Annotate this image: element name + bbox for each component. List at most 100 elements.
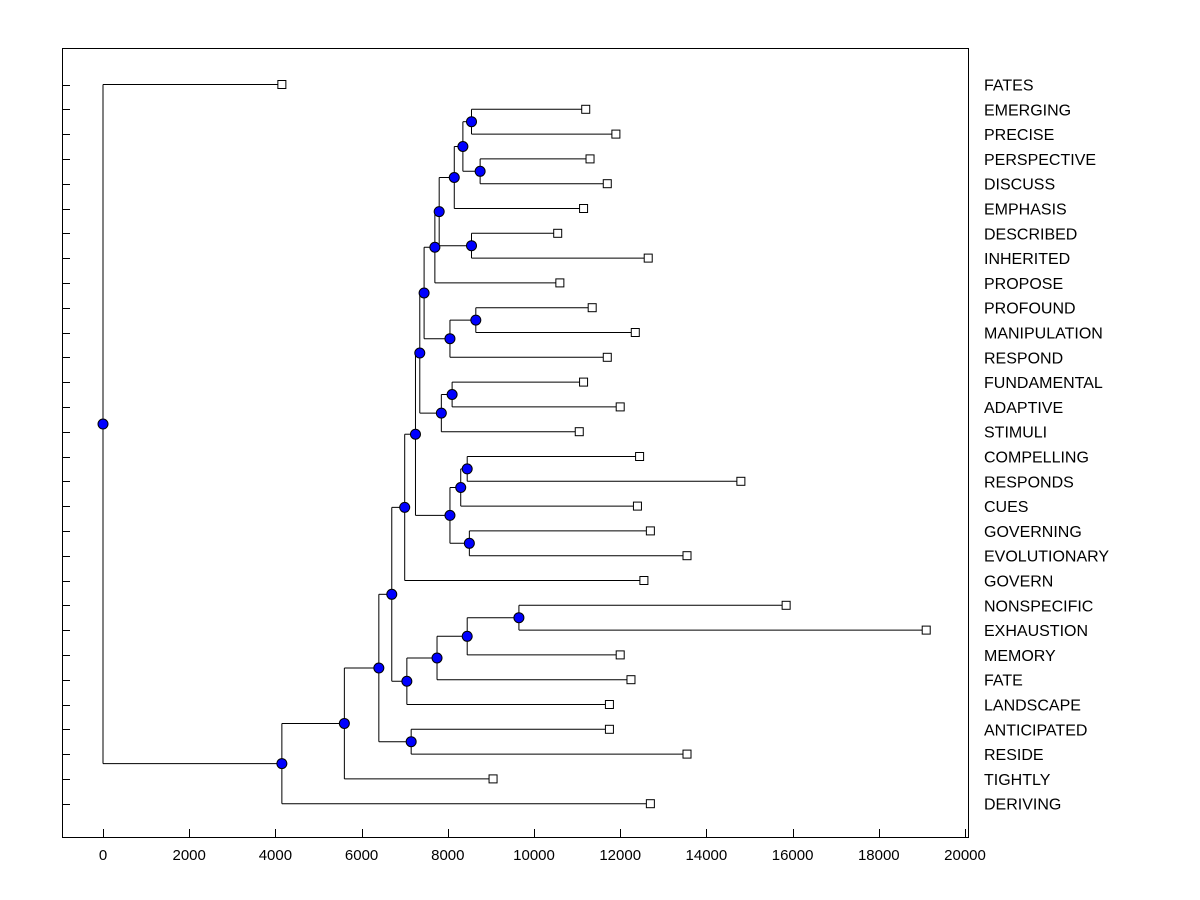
leaf-marker-memory bbox=[615, 650, 625, 660]
leaf-label-inherited: INHERITED bbox=[984, 251, 1070, 268]
merge-node-m6 bbox=[466, 240, 478, 252]
leaf-label-compelling: COMPELLING bbox=[984, 450, 1089, 467]
merge-node-m26 bbox=[373, 662, 385, 674]
x-tick-label: 14000 bbox=[686, 847, 728, 864]
leaf-label-exhaustion: EXHAUSTION bbox=[984, 623, 1088, 640]
merge-node-m12 bbox=[435, 407, 447, 419]
merge-node-markers bbox=[97, 116, 525, 770]
leaf-label-nonspecific: NONSPECIFIC bbox=[984, 598, 1093, 615]
merge-node-m17 bbox=[444, 509, 456, 521]
leaf-labels: FATES EMERGING PRECISE PERSPECTIVE DISCUSS EM… bbox=[984, 78, 1109, 814]
merge-node-m11 bbox=[446, 389, 458, 400]
leaf-label-evolutionary: EVOLUTIONARY bbox=[984, 549, 1109, 566]
leaf-marker-govern bbox=[639, 576, 649, 585]
leaf-marker-inherited bbox=[643, 253, 653, 263]
leaf-label-profound: PROFOUND bbox=[984, 301, 1076, 318]
merge-node-m7 bbox=[429, 241, 441, 253]
merge-node-m23 bbox=[401, 675, 413, 687]
leaf-label-landscape: LANDSCAPE bbox=[984, 698, 1081, 715]
leaf-label-cues: CUES bbox=[984, 499, 1028, 516]
merge-node-m13 bbox=[414, 347, 426, 359]
leaf-label-fundamental: FUNDAMENTAL bbox=[984, 375, 1103, 392]
merge-node-root bbox=[97, 418, 109, 430]
merge-node-m20 bbox=[513, 612, 525, 624]
merge-node-m10 bbox=[418, 287, 430, 299]
dendrogram-links bbox=[102, 84, 927, 805]
merge-node-m22 bbox=[431, 652, 443, 664]
merge-node-m8 bbox=[470, 314, 482, 326]
leaf-marker-cues bbox=[632, 501, 642, 511]
x-tick-label: 8000 bbox=[431, 847, 464, 864]
merge-node-m14 bbox=[461, 463, 473, 475]
leaf-marker-reside bbox=[682, 749, 692, 759]
leaf-label-precise: PRECISE bbox=[984, 127, 1054, 144]
merge-node-m3 bbox=[457, 141, 469, 152]
x-tick-label: 0 bbox=[99, 847, 107, 864]
leaf-label-responds: RESPONDS bbox=[984, 474, 1074, 491]
leaf-marker-stimuli bbox=[574, 427, 584, 437]
leaf-label-deriving: DERIVING bbox=[984, 797, 1061, 814]
leaf-marker-governing bbox=[645, 526, 655, 536]
merge-node-m16 bbox=[463, 537, 475, 549]
leaf-label-adaptive: ADAPTIVE bbox=[984, 400, 1063, 417]
leaf-marker-described bbox=[553, 228, 563, 238]
leaf-marker-respond bbox=[602, 352, 612, 362]
leaf-marker-deriving bbox=[645, 799, 655, 809]
merge-node-m19 bbox=[399, 501, 411, 513]
merge-node-m18 bbox=[409, 428, 421, 440]
leaf-marker-propose bbox=[555, 278, 565, 288]
leaf-label-manipulation: MANIPULATION bbox=[984, 326, 1103, 343]
leaf-marker-exhaustion bbox=[921, 625, 931, 635]
x-tick-label: 20000 bbox=[944, 847, 986, 864]
leaf-label-discuss: DISCUSS bbox=[984, 177, 1055, 194]
left-tick-marks bbox=[62, 85, 70, 805]
x-tick-label: 10000 bbox=[513, 847, 555, 864]
x-tick-label: 12000 bbox=[599, 847, 641, 864]
leaf-marker-evolutionary bbox=[682, 551, 692, 561]
merge-node-m28 bbox=[276, 758, 288, 770]
leaf-label-reside: RESIDE bbox=[984, 747, 1044, 764]
merge-node-m4 bbox=[448, 172, 460, 183]
leaf-marker-discuss bbox=[602, 179, 612, 189]
merge-node-m21 bbox=[461, 630, 473, 642]
leaf-marker-adaptive bbox=[615, 402, 625, 412]
leaf-markers bbox=[277, 80, 931, 809]
leaf-label-emphasis: EMPHASIS bbox=[984, 202, 1067, 219]
leaf-label-respond: RESPOND bbox=[984, 350, 1063, 367]
leaf-marker-emphasis bbox=[579, 204, 589, 213]
x-axis: 0 2000 4000 6000 8000 10000 12000 14000 16000 180… bbox=[99, 829, 986, 864]
leaf-label-described: DESCRIBED bbox=[984, 226, 1077, 243]
x-tick-label: 4000 bbox=[259, 847, 292, 864]
leaf-marker-perspective bbox=[585, 154, 595, 164]
merge-node-m24 bbox=[386, 588, 398, 600]
merge-node-m1 bbox=[466, 116, 478, 128]
x-tick-label: 18000 bbox=[858, 847, 900, 864]
merge-node-m15 bbox=[455, 482, 467, 493]
leaf-label-anticipated: ANTICIPATED bbox=[984, 722, 1087, 739]
leaf-marker-emerging bbox=[581, 104, 591, 114]
leaf-label-governing: GOVERNING bbox=[984, 524, 1082, 541]
leaf-marker-precise bbox=[611, 129, 621, 139]
leaf-label-propose: PROPOSE bbox=[984, 276, 1063, 293]
leaf-marker-tightly bbox=[488, 774, 498, 784]
leaf-label-stimuli: STIMULI bbox=[984, 425, 1047, 442]
x-tick-label: 6000 bbox=[345, 847, 378, 864]
leaf-marker-manipulation bbox=[630, 328, 640, 337]
leaf-label-fates: FATES bbox=[984, 78, 1034, 95]
leaf-marker-landscape bbox=[604, 700, 614, 709]
leaf-marker-nonspecific bbox=[781, 600, 791, 610]
merge-node-m27 bbox=[338, 717, 350, 729]
leaf-marker-profound bbox=[587, 303, 597, 313]
leaf-marker-compelling bbox=[635, 452, 645, 461]
leaf-marker-responds bbox=[736, 476, 746, 486]
leaf-marker-fundamental bbox=[579, 377, 589, 387]
merge-node-m9 bbox=[444, 333, 456, 345]
leaf-marker-fate bbox=[626, 675, 636, 685]
leaf-label-perspective: PERSPECTIVE bbox=[984, 152, 1096, 169]
leaf-label-emerging: EMERGING bbox=[984, 102, 1071, 119]
leaf-marker-fates bbox=[277, 80, 287, 89]
x-tick-label: 2000 bbox=[173, 847, 206, 864]
leaf-label-fate: FATE bbox=[984, 673, 1023, 690]
x-tick-label: 16000 bbox=[772, 847, 814, 864]
